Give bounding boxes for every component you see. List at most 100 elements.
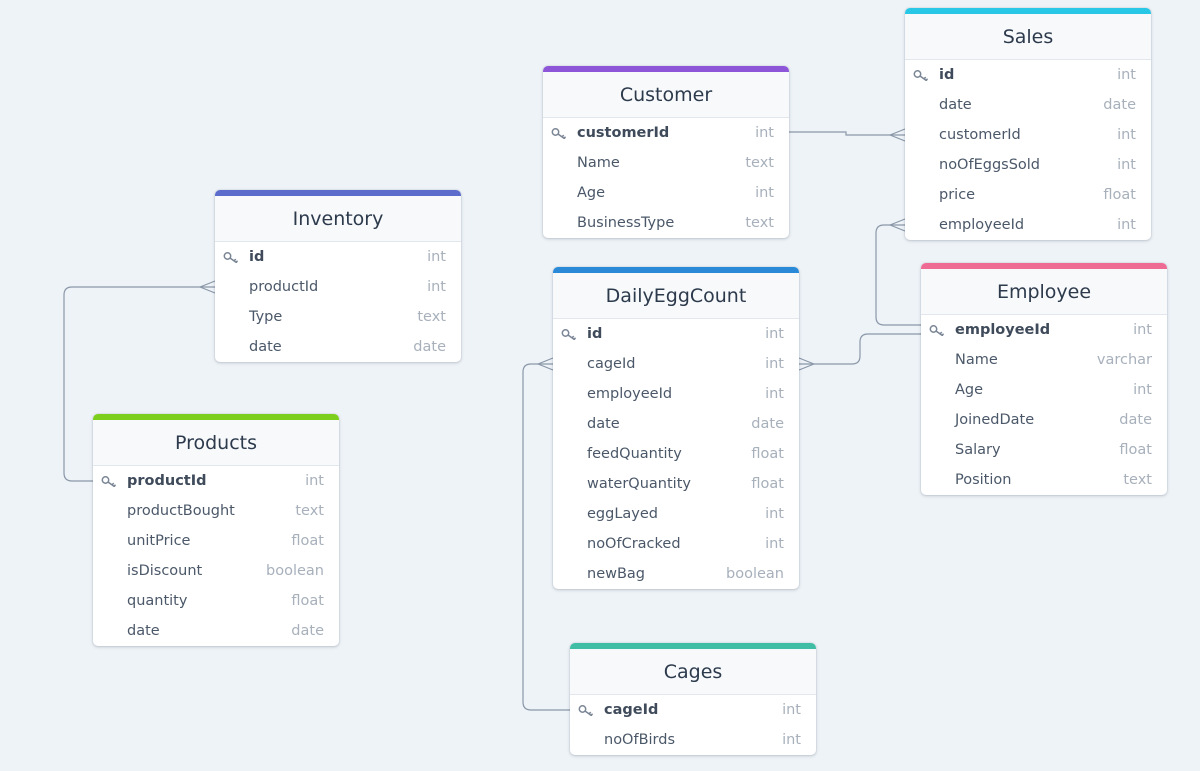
- table-header-sales[interactable]: Sales: [905, 14, 1151, 60]
- key-spacer: [929, 353, 947, 367]
- field-row[interactable]: BusinessType text: [543, 208, 789, 238]
- table-color-bar: [93, 414, 339, 420]
- key-spacer: [551, 156, 569, 170]
- relationship-customer-sales[interactable]: [789, 131, 905, 136]
- field-row[interactable]: id int: [553, 319, 799, 349]
- field-name: feedQuantity: [587, 446, 682, 462]
- field-row[interactable]: waterQuantity float: [553, 469, 799, 499]
- field-row[interactable]: Salary float: [921, 435, 1167, 465]
- field-name: Salary: [955, 442, 1001, 458]
- field-row[interactable]: date date: [93, 616, 339, 646]
- field-row[interactable]: employeeId int: [553, 379, 799, 409]
- field-row[interactable]: customerId int: [543, 118, 789, 148]
- relationship-cages-dailyeggcount[interactable]: [522, 363, 570, 711]
- field-type: float: [751, 476, 784, 492]
- table-employee[interactable]: Employee employeeId int Name varchar Age int Jo…: [921, 263, 1167, 495]
- field-type: int: [1117, 67, 1136, 83]
- field-name: employeeId: [939, 217, 1025, 233]
- primary-key-icon: [561, 327, 579, 341]
- table-header-inventory[interactable]: Inventory: [215, 196, 461, 242]
- field-row[interactable]: newBag boolean: [553, 559, 799, 589]
- field-row[interactable]: JoinedDate date: [921, 405, 1167, 435]
- field-name: employeeId: [587, 386, 673, 402]
- field-type: text: [745, 215, 774, 231]
- field-name: id: [249, 249, 265, 265]
- field-row[interactable]: quantity float: [93, 586, 339, 616]
- field-row[interactable]: isDiscount boolean: [93, 556, 339, 586]
- field-row[interactable]: date date: [553, 409, 799, 439]
- field-row[interactable]: cageId int: [570, 695, 816, 725]
- relationship-products-inventory[interactable]: [63, 286, 215, 482]
- crowfoot-sales-employeeid: [889, 218, 906, 232]
- table-header-customer[interactable]: Customer: [543, 72, 789, 118]
- field-type: int: [1117, 157, 1136, 173]
- field-row[interactable]: productId int: [93, 466, 339, 496]
- field-row[interactable]: Age int: [543, 178, 789, 208]
- field-name: price: [939, 187, 976, 203]
- field-type: int: [755, 185, 774, 201]
- table-header-employee[interactable]: Employee: [921, 269, 1167, 315]
- field-type: varchar: [1096, 352, 1152, 368]
- table-color-bar: [570, 643, 816, 649]
- key-spacer: [929, 413, 947, 427]
- field-type: float: [291, 533, 324, 549]
- table-sales[interactable]: Sales id int date date customerId int noOfEggsS…: [905, 8, 1151, 240]
- field-type: int: [305, 473, 324, 489]
- table-products[interactable]: Products productId int productBought text uni…: [93, 414, 339, 646]
- field-row[interactable]: price float: [905, 180, 1151, 210]
- key-spacer: [223, 310, 241, 324]
- field-row[interactable]: id int: [905, 60, 1151, 90]
- field-row[interactable]: noOfBirds int: [570, 725, 816, 755]
- key-spacer: [913, 158, 931, 172]
- key-spacer: [101, 624, 119, 638]
- table-cages[interactable]: Cages cageId int noOfBirds int: [570, 643, 816, 755]
- field-row[interactable]: date date: [905, 90, 1151, 120]
- field-row[interactable]: Name text: [543, 148, 789, 178]
- key-spacer: [561, 567, 579, 581]
- relationship-employee-dailyeggcount[interactable]: [799, 333, 921, 365]
- key-spacer: [551, 216, 569, 230]
- table-header-products[interactable]: Products: [93, 420, 339, 466]
- field-name: productId: [127, 473, 207, 489]
- field-type: int: [1117, 127, 1136, 143]
- table-dailyeggcount[interactable]: DailyEggCount id int cageId int employeeId int…: [553, 267, 799, 589]
- field-row[interactable]: noOfCracked int: [553, 529, 799, 559]
- field-row[interactable]: noOfEggsSold int: [905, 150, 1151, 180]
- key-spacer: [929, 473, 947, 487]
- field-type: int: [765, 356, 784, 372]
- field-row[interactable]: unitPrice float: [93, 526, 339, 556]
- key-spacer: [101, 504, 119, 518]
- field-name: waterQuantity: [587, 476, 691, 492]
- table-header-dailyeggcount[interactable]: DailyEggCount: [553, 273, 799, 319]
- table-inventory[interactable]: Inventory id int productId int Type text date da…: [215, 190, 461, 362]
- field-type: float: [751, 446, 784, 462]
- field-type: int: [1117, 217, 1136, 233]
- table-customer[interactable]: Customer customerId int Name text Age int Busin…: [543, 66, 789, 238]
- primary-key-icon: [551, 126, 569, 140]
- field-row[interactable]: customerId int: [905, 120, 1151, 150]
- field-row[interactable]: cageId int: [553, 349, 799, 379]
- relationship-employee-sales[interactable]: [875, 224, 921, 326]
- field-name: cageId: [604, 702, 659, 718]
- field-row[interactable]: id int: [215, 242, 461, 272]
- field-name: Age: [955, 382, 984, 398]
- field-name: date: [249, 339, 282, 355]
- field-row[interactable]: productBought text: [93, 496, 339, 526]
- field-row[interactable]: eggLayed int: [553, 499, 799, 529]
- field-row[interactable]: feedQuantity float: [553, 439, 799, 469]
- field-type: float: [1103, 187, 1136, 203]
- field-row[interactable]: employeeId int: [921, 315, 1167, 345]
- table-header-cages[interactable]: Cages: [570, 649, 816, 695]
- field-row[interactable]: Type text: [215, 302, 461, 332]
- field-row[interactable]: Age int: [921, 375, 1167, 405]
- field-row[interactable]: employeeId int: [905, 210, 1151, 240]
- table-color-bar: [215, 190, 461, 196]
- field-row[interactable]: date date: [215, 332, 461, 362]
- field-row[interactable]: Name varchar: [921, 345, 1167, 375]
- key-spacer: [101, 594, 119, 608]
- field-row[interactable]: productId int: [215, 272, 461, 302]
- field-row[interactable]: Position text: [921, 465, 1167, 495]
- key-spacer: [561, 447, 579, 461]
- field-name: customerId: [939, 127, 1021, 143]
- field-name: id: [939, 67, 955, 83]
